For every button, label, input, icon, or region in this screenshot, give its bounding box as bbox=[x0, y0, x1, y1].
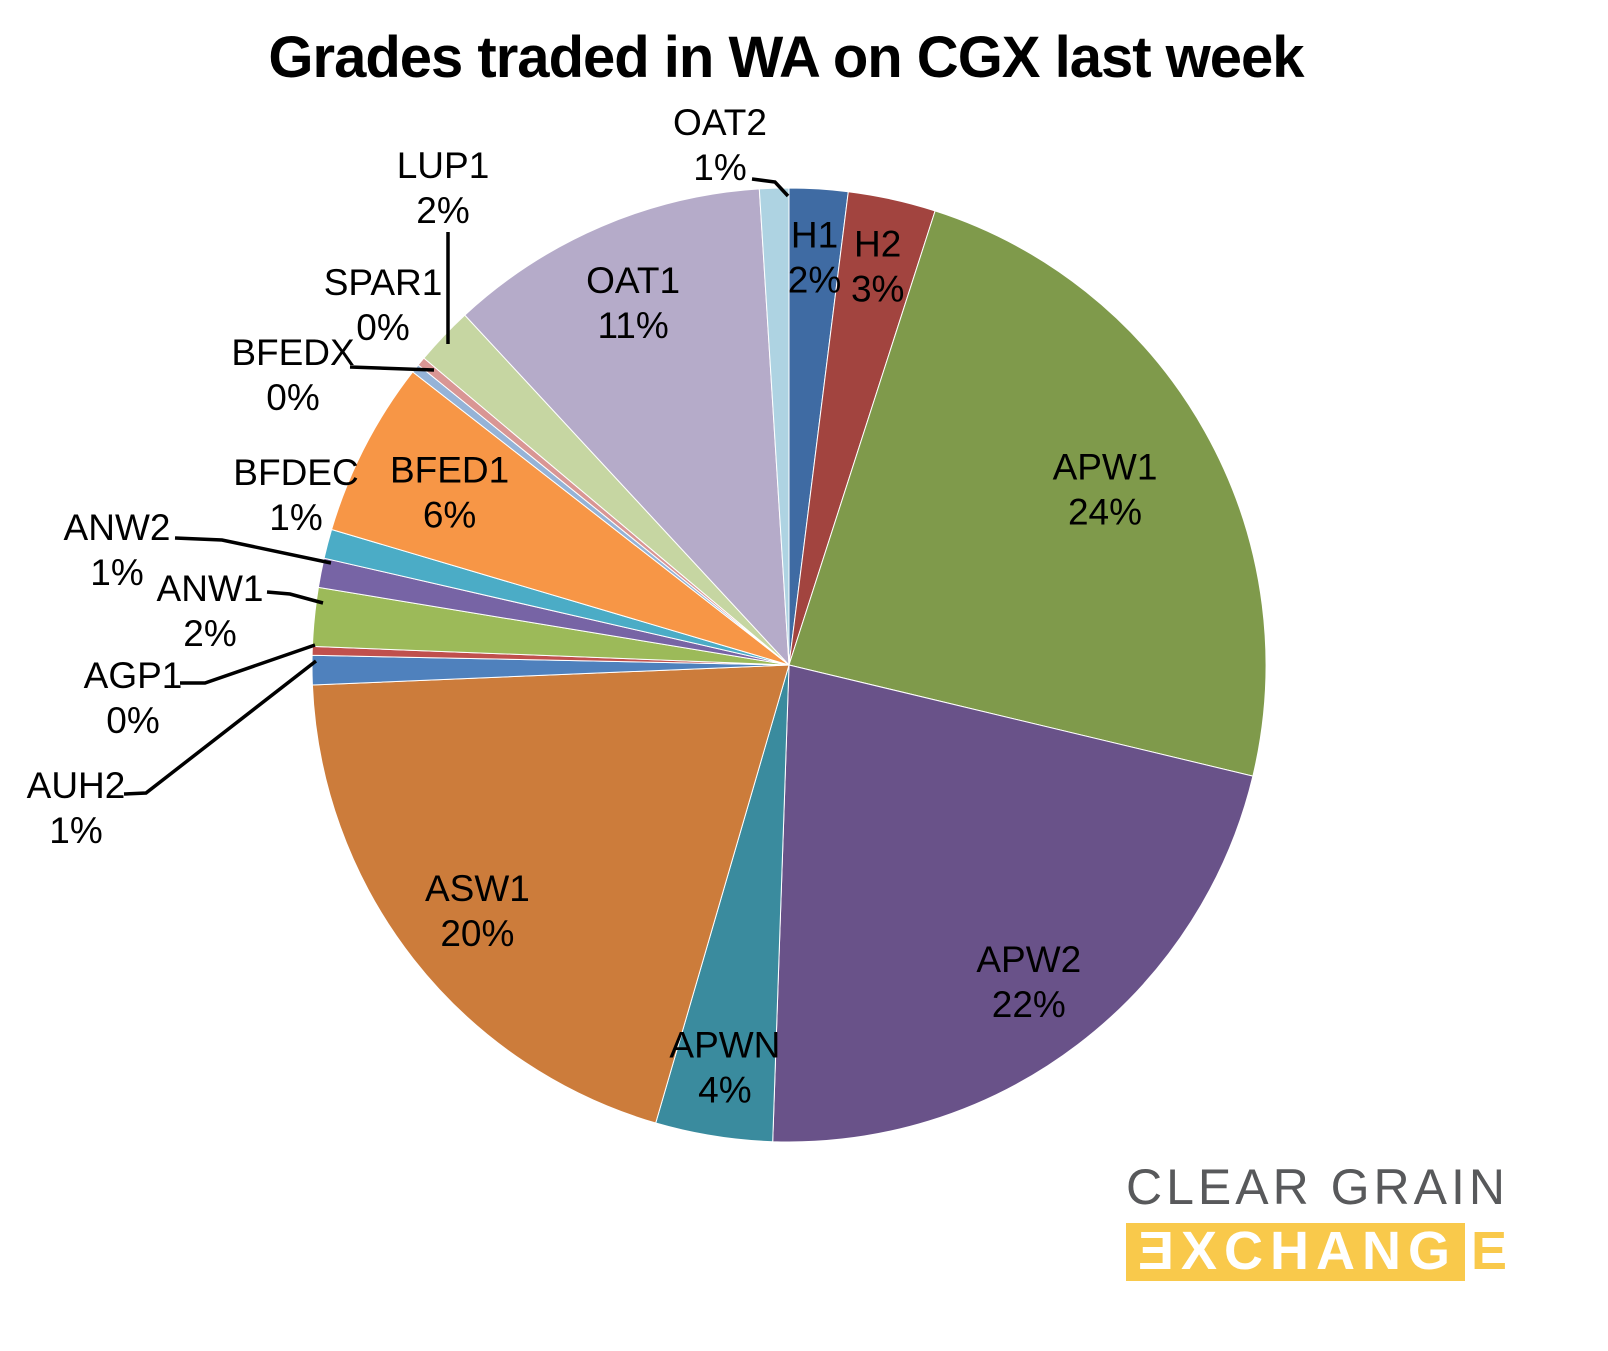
pie-slice-APW1 bbox=[788, 210, 1267, 777]
slice-label-ASW1: ASW1 bbox=[425, 868, 530, 909]
pie-slice-OAT2 bbox=[758, 187, 790, 666]
slice-value-AUH2: 1% bbox=[49, 810, 102, 851]
pie-slice-APW2 bbox=[772, 664, 1254, 1143]
slice-label-H1: H1 bbox=[791, 215, 838, 256]
slice-label-APW2: APW2 bbox=[976, 939, 1081, 980]
slice-value-OAT1: 11% bbox=[597, 305, 668, 346]
slice-label-LUP1: LUP1 bbox=[397, 145, 490, 186]
slice-value-APW1: 24% bbox=[1068, 491, 1142, 532]
slice-value-H1: 2% bbox=[788, 260, 841, 301]
slice-label-APWN: APWN bbox=[669, 1024, 780, 1065]
pie-slice-OAT1 bbox=[464, 188, 790, 667]
leader-line-AGP1 bbox=[180, 643, 316, 685]
slice-value-ANW2: 1% bbox=[90, 552, 143, 593]
slice-label-ANW1: ANW1 bbox=[157, 568, 264, 609]
slice-value-AGP1: 0% bbox=[106, 700, 159, 741]
slice-label-OAT2: OAT2 bbox=[673, 102, 767, 143]
slice-value-SPAR1: 0% bbox=[356, 307, 409, 348]
slice-label-OAT1: OAT1 bbox=[586, 260, 680, 301]
slice-value-APWN: 4% bbox=[698, 1069, 751, 1110]
slice-value-BFDEC: 1% bbox=[269, 497, 322, 538]
slice-value-BFED1: 6% bbox=[423, 495, 476, 536]
slice-value-H2: 3% bbox=[851, 269, 904, 310]
leader-line-OAT2 bbox=[751, 177, 790, 198]
leader-line-BFEDX bbox=[349, 365, 435, 372]
slice-value-BFEDX: 0% bbox=[266, 377, 319, 418]
logo-exchange-block: ƎXCHANG bbox=[1126, 1223, 1466, 1281]
leader-line-AUH2 bbox=[123, 659, 318, 796]
slice-label-BFED1: BFED1 bbox=[390, 450, 509, 491]
slice-value-LUP1: 2% bbox=[416, 190, 469, 231]
pie-slice-BFED1 bbox=[330, 371, 790, 666]
slice-label-SPAR1: SPAR1 bbox=[324, 262, 443, 303]
slice-label-AUH2: AUH2 bbox=[27, 765, 126, 806]
slice-value-ASW1: 20% bbox=[440, 913, 514, 954]
slice-value-OAT2: 1% bbox=[693, 147, 746, 188]
slice-label-BFEDX: BFEDX bbox=[231, 332, 354, 373]
leader-line-ANW2 bbox=[174, 536, 332, 565]
logo-exchange-tail: E bbox=[1465, 1223, 1508, 1281]
slice-label-AGP1: AGP1 bbox=[84, 655, 183, 696]
slice-label-APW1: APW1 bbox=[1053, 446, 1158, 487]
leader-line-ANW1 bbox=[266, 590, 324, 605]
slice-value-ANW1: 2% bbox=[183, 613, 236, 654]
pie-slice-ASW1 bbox=[311, 664, 790, 1124]
cgx-logo: CLEAR GRAIN ƎXCHANG E bbox=[1126, 1158, 1509, 1281]
chart-title: Grades traded in WA on CGX last week bbox=[268, 25, 1304, 90]
logo-exchange: ƎXCHANG E bbox=[1126, 1223, 1509, 1281]
slice-value-APW2: 22% bbox=[992, 984, 1066, 1025]
slice-label-ANW2: ANW2 bbox=[64, 507, 171, 548]
slice-label-H2: H2 bbox=[854, 224, 901, 265]
logo-clear-grain: CLEAR GRAIN bbox=[1126, 1159, 1509, 1215]
slice-label-BFDEC: BFDEC bbox=[233, 452, 358, 493]
